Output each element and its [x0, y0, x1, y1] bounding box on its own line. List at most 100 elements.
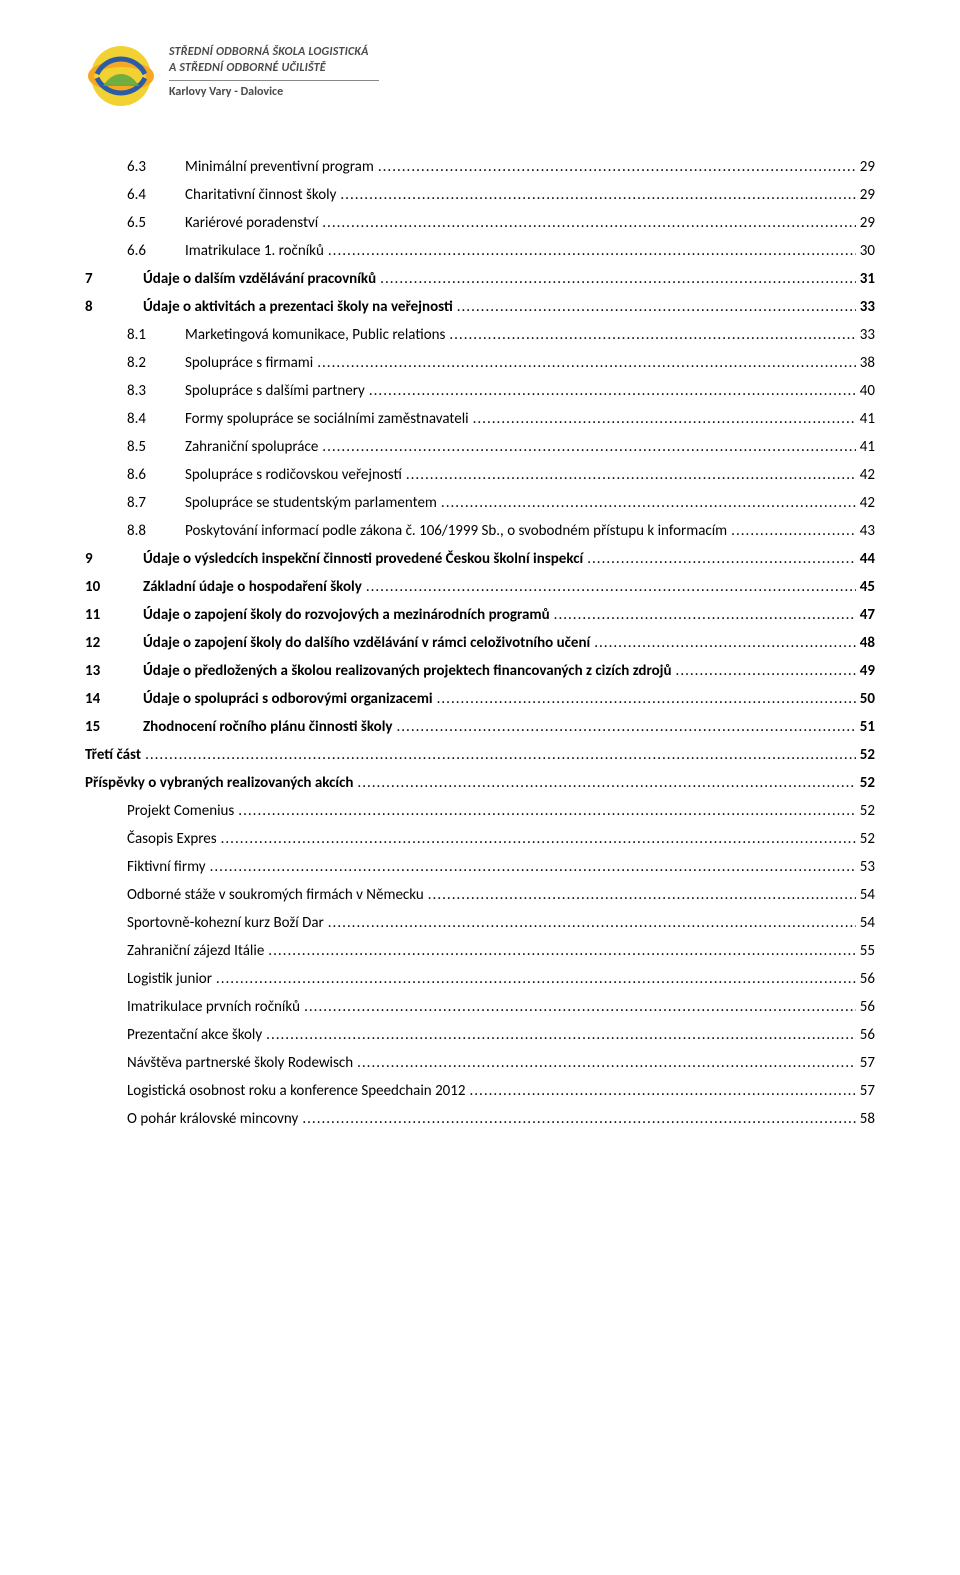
- toc-leader: [554, 608, 856, 623]
- toc-leader: [304, 1000, 856, 1015]
- toc-page-number: 29: [860, 188, 875, 203]
- toc-title: Údaje o dalším vzdělávání pracovníků: [143, 272, 376, 287]
- toc-entry: 8Údaje o aktivitách a prezentaci školy n…: [85, 300, 875, 315]
- toc-entry: Imatrikulace prvních ročníků 56: [85, 1000, 875, 1015]
- toc-title: Příspěvky o vybraných realizovaných akcí…: [85, 776, 353, 791]
- toc-entry: Fiktivní firmy53: [85, 860, 875, 875]
- school-name-line1: STŘEDNÍ ODBORNÁ ŠKOLA LOGISTICKÁ: [169, 44, 379, 60]
- toc-entry: Příspěvky o vybraných realizovaných akcí…: [85, 776, 875, 791]
- toc-leader: [322, 216, 856, 231]
- toc-number: 14: [85, 692, 143, 707]
- toc-leader: [380, 272, 856, 287]
- toc-entry: 12Údaje o zapojení školy do dalšího vzdě…: [85, 636, 875, 651]
- toc-page-number: 56: [860, 972, 875, 987]
- toc-page-number: 52: [860, 832, 875, 847]
- toc-page-number: 30: [860, 244, 875, 259]
- toc-entry: 6.4Charitativní činnost školy 29: [85, 188, 875, 203]
- toc-entry: Časopis Expres 52: [85, 832, 875, 847]
- toc-page-number: 43: [860, 524, 875, 539]
- toc-number: 8.5: [127, 440, 185, 455]
- toc-entry: 8.8Poskytování informací podle zákona č.…: [85, 524, 875, 539]
- toc-leader: [587, 552, 856, 567]
- toc-page-number: 31: [860, 272, 875, 287]
- toc-entry: 6.3Minimální preventivní program29: [85, 160, 875, 175]
- toc-title: Poskytování informací podle zákona č. 10…: [185, 524, 727, 539]
- toc-number: 10: [85, 580, 143, 595]
- toc-leader: [731, 524, 856, 539]
- toc-page-number: 38: [860, 356, 875, 371]
- toc-leader: [357, 1056, 856, 1071]
- toc-number: 8.1: [127, 328, 185, 343]
- toc-number: 11: [85, 608, 143, 623]
- toc-number: 8.4: [127, 412, 185, 427]
- toc-entry: 14Údaje o spolupráci s odborovými organi…: [85, 692, 875, 707]
- toc-title: Údaje o předložených a školou realizovan…: [143, 664, 672, 679]
- toc-title: Spolupráce s rodičovskou veřejností: [185, 468, 402, 483]
- toc-title: Logistik junior: [127, 972, 212, 987]
- toc-title: Imatrikulace prvních ročníků: [127, 1000, 300, 1015]
- toc-page-number: 40: [860, 384, 875, 399]
- toc-leader: [357, 776, 855, 791]
- toc-entry: Logistická osobnost roku a konference Sp…: [85, 1084, 875, 1099]
- toc-leader: [594, 636, 856, 651]
- toc-entry: 8.3Spolupráce s dalšími partnery40: [85, 384, 875, 399]
- toc-title: Imatrikulace 1. ročníků: [185, 244, 324, 259]
- toc-title: Sportovně-kohezní kurz Boží Dar: [127, 916, 324, 931]
- toc-page-number: 57: [860, 1056, 875, 1071]
- toc-leader: [302, 1112, 855, 1127]
- toc-title: Třetí část: [85, 748, 141, 763]
- toc-entry: O pohár královské mincovny58: [85, 1112, 875, 1127]
- toc-page-number: 56: [860, 1000, 875, 1015]
- toc-number: 6.4: [127, 188, 185, 203]
- header-divider: [169, 80, 379, 81]
- toc-leader: [268, 944, 855, 959]
- toc-entry: 8.7Spolupráce se studentským parlamentem…: [85, 496, 875, 511]
- toc-leader: [437, 692, 856, 707]
- toc-title: Charitativní činnost školy: [185, 188, 336, 203]
- toc-leader: [441, 496, 856, 511]
- toc-number: 7: [85, 272, 143, 287]
- toc-entry: 8.2Spolupráce s firmami38: [85, 356, 875, 371]
- document-page: STŘEDNÍ ODBORNÁ ŠKOLA LOGISTICKÁ A STŘED…: [0, 0, 960, 1180]
- toc-entry: 9Údaje o výsledcích inspekční činnosti p…: [85, 552, 875, 567]
- toc-number: 13: [85, 664, 143, 679]
- toc-page-number: 49: [860, 664, 875, 679]
- toc-leader: [145, 748, 856, 763]
- toc-entry: Zahraniční zájezd Itálie55: [85, 944, 875, 959]
- toc-number: 8: [85, 300, 143, 315]
- toc-entry: 15Zhodnocení ročního plánu činnosti škol…: [85, 720, 875, 735]
- toc-title: Časopis Expres: [127, 832, 217, 847]
- school-location: Karlovy Vary - Dalovice: [169, 84, 379, 100]
- toc-title: Údaje o aktivitách a prezentaci školy na…: [143, 300, 453, 315]
- toc-page-number: 42: [860, 468, 875, 483]
- toc-entry: Návštěva partnerské školy Rodewisch57: [85, 1056, 875, 1071]
- toc-entry: 10Základní údaje o hospodaření školy45: [85, 580, 875, 595]
- toc-leader: [396, 720, 855, 735]
- toc-number: 15: [85, 720, 143, 735]
- toc-entry: 11Údaje o zapojení školy do rozvojových …: [85, 608, 875, 623]
- toc-entry: Třetí část 52: [85, 748, 875, 763]
- toc-entry: Projekt Comenius52: [85, 804, 875, 819]
- toc-title: Spolupráce s firmami: [185, 356, 313, 371]
- toc-title: Minimální preventivní program: [185, 160, 374, 175]
- toc-number: 8.6: [127, 468, 185, 483]
- toc-leader: [406, 468, 856, 483]
- toc-title: Zhodnocení ročního plánu činnosti školy: [143, 720, 392, 735]
- toc-page-number: 52: [860, 804, 875, 819]
- toc-title: Údaje o zapojení školy do rozvojových a …: [143, 608, 550, 623]
- toc-leader: [328, 244, 856, 259]
- toc-page-number: 54: [860, 888, 875, 903]
- toc-title: Zahraniční zájezd Itálie: [127, 944, 264, 959]
- toc-page-number: 57: [860, 1084, 875, 1099]
- toc-page-number: 50: [860, 692, 875, 707]
- toc-page-number: 52: [860, 748, 875, 763]
- toc-leader: [473, 412, 856, 427]
- toc-number: 6.6: [127, 244, 185, 259]
- toc-page-number: 41: [860, 412, 875, 427]
- toc-page-number: 47: [860, 608, 875, 623]
- toc-leader: [328, 916, 856, 931]
- toc-page-number: 29: [860, 216, 875, 231]
- toc-leader: [266, 1028, 856, 1043]
- toc-leader: [378, 160, 856, 175]
- toc-entry: 8.4Formy spolupráce se sociálními zaměst…: [85, 412, 875, 427]
